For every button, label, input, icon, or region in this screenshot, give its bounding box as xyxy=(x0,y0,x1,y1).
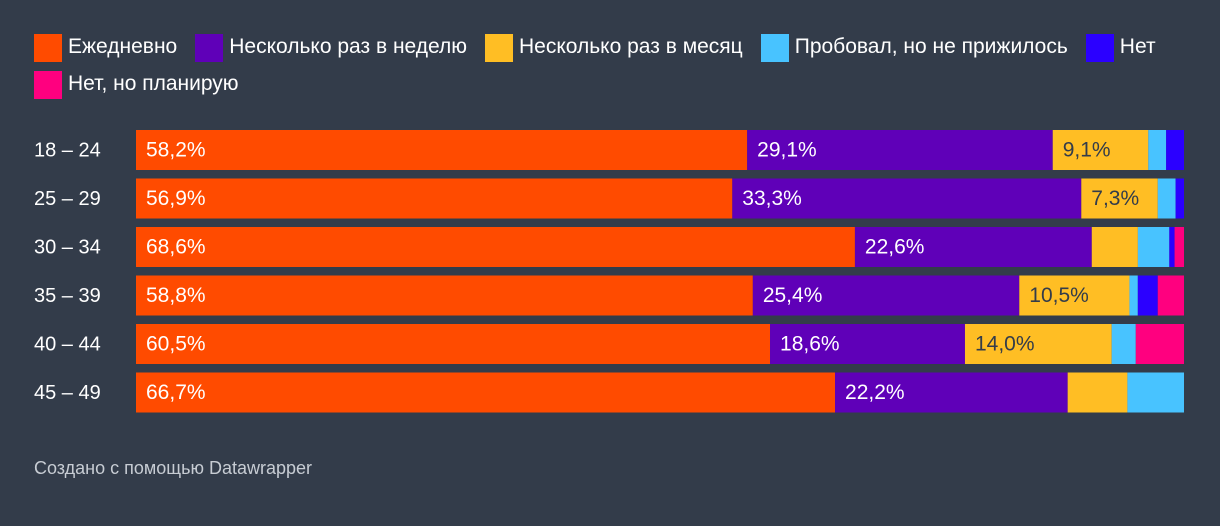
bar-segment-several-times-month xyxy=(964,324,1112,364)
legend-swatch-no xyxy=(1085,34,1114,62)
category-label: 40 – 44 xyxy=(34,333,101,355)
chart-credit: Создано с помощью Datawrapper xyxy=(34,458,313,478)
legend: Ежедневно Несколько раз в неделю Несколь… xyxy=(34,34,1184,99)
bar-segment-no-but-planning xyxy=(1174,227,1184,267)
category-label: 18 – 24 xyxy=(34,139,101,161)
legend-item-several-times-week: Несколько раз в неделю xyxy=(195,34,467,62)
bar-segment-several-times-month xyxy=(1052,130,1149,170)
legend-swatch-tried xyxy=(760,34,789,62)
bar-segment-daily xyxy=(136,372,836,413)
bar-segment-several-times-week xyxy=(835,372,1068,413)
bar-segment-daily xyxy=(136,227,855,267)
legend-label-no: Нет xyxy=(1119,35,1156,58)
category-label: 25 – 29 xyxy=(34,188,101,210)
bar-segment-several-times-week xyxy=(770,324,965,364)
bar-segment-several-times-week xyxy=(752,275,1020,316)
bar-segment-daily xyxy=(136,130,748,170)
legend-label-no-but-planning: Нет, но планирую xyxy=(68,72,239,95)
bar-segment-tried xyxy=(1148,130,1167,170)
bar-segment-daily xyxy=(136,178,733,219)
legend-item-no: Нет xyxy=(1085,34,1156,62)
bar-segment-several-times-week xyxy=(732,178,1082,219)
data-label-daily: 58,8% xyxy=(146,284,206,307)
data-label-several-times-month: 14,0% xyxy=(975,333,1035,356)
data-label-daily: 58,2% xyxy=(146,139,206,162)
data-label-daily: 56,9% xyxy=(146,187,206,210)
bar-segment-daily xyxy=(136,275,753,316)
legend-swatch-several-times-month xyxy=(485,34,513,62)
bar-segment-no xyxy=(1137,275,1158,316)
legend-label-daily: Ежедневно xyxy=(68,35,178,58)
legend-swatch-daily xyxy=(34,34,62,62)
category-label: 45 – 49 xyxy=(34,382,101,404)
bar-segment-tried xyxy=(1111,324,1136,364)
bar-segment-tried xyxy=(1157,178,1176,219)
data-label-daily: 66,7% xyxy=(146,381,206,404)
data-label-daily: 68,6% xyxy=(146,236,206,259)
data-label-several-times-week: 33,3% xyxy=(742,187,802,210)
data-label-several-times-week: 18,6% xyxy=(780,333,840,356)
data-label-several-times-month: 7,3% xyxy=(1091,187,1139,210)
bar-segment-no xyxy=(1175,178,1184,219)
bar-segment-daily xyxy=(136,324,771,364)
data-label-several-times-week: 22,6% xyxy=(865,236,925,259)
data-label-several-times-month: 9,1% xyxy=(1063,139,1111,162)
legend-swatch-no-but-planning xyxy=(34,71,62,99)
bar-segment-several-times-week xyxy=(747,130,1053,170)
bar-segment-several-times-month xyxy=(1081,178,1158,219)
legend-label-tried: Пробовал, но не прижилось xyxy=(794,35,1068,58)
bar-segment-several-times-month xyxy=(1067,372,1128,413)
category-label: 30 – 34 xyxy=(34,236,101,258)
bar-segment-tried xyxy=(1129,275,1138,316)
bar-segment-tried xyxy=(1127,372,1184,413)
category-label: 35 – 39 xyxy=(34,285,101,307)
legend-item-several-times-month: Несколько раз в месяц xyxy=(485,34,743,62)
data-label-several-times-week: 22,2% xyxy=(845,381,905,404)
legend-swatch-several-times-week xyxy=(195,34,224,62)
data-label-several-times-week: 25,4% xyxy=(763,284,823,307)
bar-segment-several-times-month xyxy=(1091,227,1138,267)
legend-item-no-but-planning: Нет, но планирую xyxy=(34,71,239,99)
bar-segment-no xyxy=(1169,227,1175,267)
legend-item-tried: Пробовал, но не прижилось xyxy=(760,34,1068,62)
bar-segment-no-but-planning xyxy=(1135,324,1184,364)
data-label-several-times-week: 29,1% xyxy=(757,139,817,162)
bar-segment-tried xyxy=(1137,227,1170,267)
legend-label-several-times-month: Несколько раз в месяц xyxy=(519,35,743,58)
data-label-daily: 60,5% xyxy=(146,333,206,356)
bar-segment-several-times-week xyxy=(854,227,1092,267)
bar-segment-several-times-month xyxy=(1019,275,1130,316)
legend-item-daily: Ежедневно xyxy=(34,34,177,62)
legend-label-several-times-week: Несколько раз в неделю xyxy=(229,35,467,58)
data-label-several-times-month: 10,5% xyxy=(1029,284,1089,307)
bar-segment-no-but-planning xyxy=(1157,275,1184,316)
bar-segment-no xyxy=(1166,130,1184,170)
